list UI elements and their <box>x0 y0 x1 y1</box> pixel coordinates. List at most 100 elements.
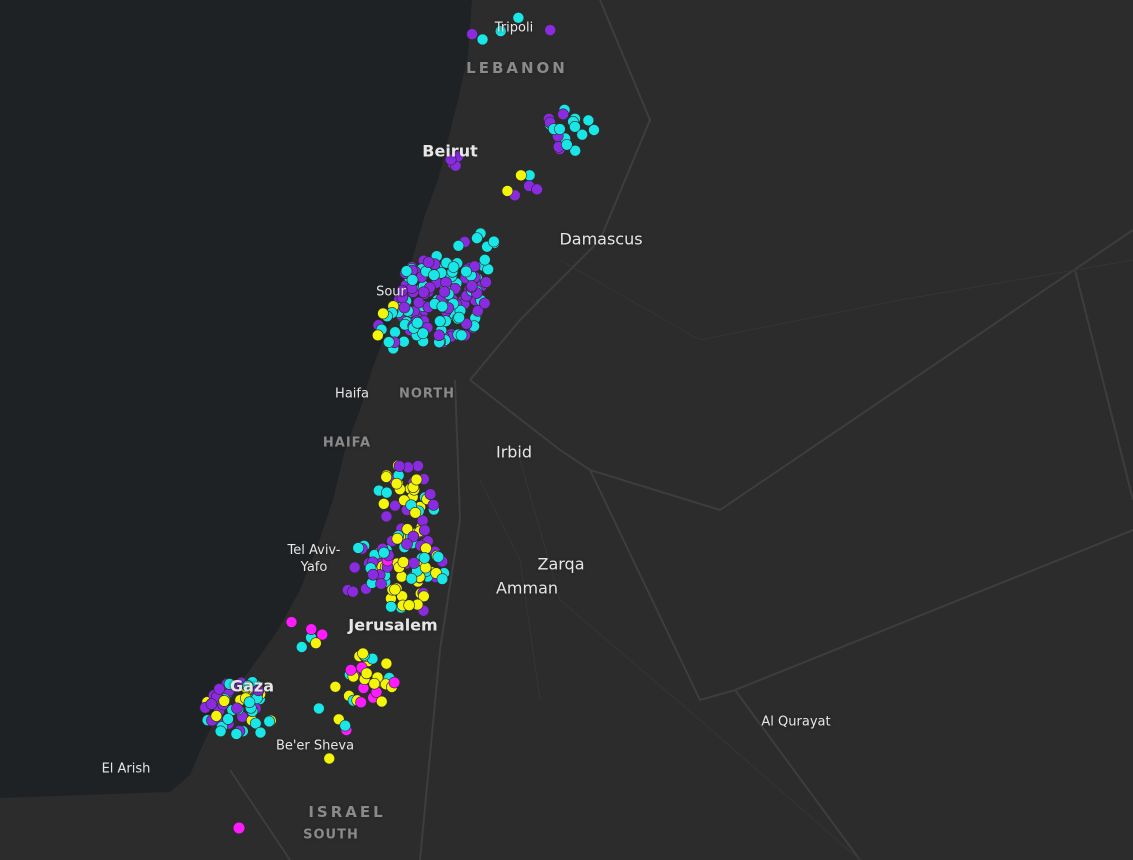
event-dot <box>544 24 557 36</box>
event-dot <box>554 123 566 135</box>
event-dot <box>214 725 227 738</box>
event-dot <box>367 568 379 581</box>
event-dot <box>400 265 413 277</box>
event-dot <box>360 667 373 680</box>
event-dot <box>432 551 445 563</box>
event-dot <box>223 678 236 690</box>
event-dot <box>233 822 245 834</box>
region-label: LEBANON <box>466 59 568 77</box>
event-dot <box>406 274 419 286</box>
event-dot <box>512 12 525 24</box>
place-label: Tel Aviv-Yafo <box>287 543 341 575</box>
event-dot <box>241 680 254 692</box>
place-label: Gaza <box>229 676 275 696</box>
event-dot <box>389 499 401 512</box>
event-dot <box>436 573 449 585</box>
event-dot <box>380 510 393 523</box>
event-dot <box>405 572 418 585</box>
event-dot <box>243 696 256 709</box>
event-dot <box>471 232 483 244</box>
region-label: HAIFA <box>322 435 372 451</box>
event-dot <box>531 183 543 196</box>
event-dot <box>479 254 491 266</box>
event-dot <box>468 260 481 273</box>
event-dot <box>375 695 388 708</box>
event-dot <box>422 256 435 268</box>
place-label: Amman <box>495 578 559 598</box>
event-dot <box>357 647 369 660</box>
event-dot <box>434 315 446 328</box>
event-dot <box>588 124 600 136</box>
event-dot <box>428 269 440 281</box>
event-dot <box>210 710 223 722</box>
event-dot <box>447 261 460 273</box>
event-dot <box>515 169 527 182</box>
event-dot <box>569 144 582 157</box>
event-dot <box>254 726 267 739</box>
event-dot <box>409 507 422 519</box>
event-dot <box>472 305 484 317</box>
event-dot <box>329 680 342 693</box>
event-dot <box>393 460 406 472</box>
event-dot <box>263 715 276 728</box>
event-dot <box>418 590 430 603</box>
event-dot <box>417 327 429 340</box>
event-dot <box>378 546 390 559</box>
region-label: SOUTH <box>303 827 359 843</box>
place-label: Damascus <box>559 229 643 249</box>
event-dot <box>382 336 395 348</box>
place-label: Haifa <box>335 386 369 402</box>
roads <box>479 259 1133 860</box>
region-label: NORTH <box>398 386 456 402</box>
event-dot <box>388 676 401 689</box>
event-dot <box>561 138 573 151</box>
event-dot <box>295 641 308 653</box>
event-dot <box>352 542 365 554</box>
event-dot <box>205 698 218 710</box>
event-dot <box>418 524 431 537</box>
event-dot <box>465 280 478 292</box>
event-dot <box>401 538 413 550</box>
event-dot <box>380 471 393 483</box>
event-dot <box>391 532 404 545</box>
event-dot <box>347 585 359 598</box>
event-dot <box>412 296 425 309</box>
events <box>199 12 600 834</box>
event-dot <box>436 300 449 313</box>
place-label: Tripoli <box>494 20 534 36</box>
event-dot <box>339 719 351 732</box>
event-dot <box>440 276 452 289</box>
place-label: Jerusalem <box>348 615 438 635</box>
event-dot <box>323 752 336 765</box>
event-dot <box>403 599 415 612</box>
event-dot <box>313 702 325 715</box>
event-dot <box>316 628 329 641</box>
event-dot <box>424 488 437 501</box>
event-dot <box>305 623 318 635</box>
event-dot <box>407 530 420 543</box>
event-dot <box>249 717 262 730</box>
event-dot <box>389 583 401 596</box>
event-dot <box>453 311 465 324</box>
sea <box>0 0 472 798</box>
event-dot <box>412 460 424 472</box>
event-dot <box>252 684 265 697</box>
event-dot <box>377 307 389 320</box>
event-dot <box>390 477 403 490</box>
place-label: El Arish <box>101 761 151 777</box>
event-dot <box>218 695 231 707</box>
event-dot <box>418 552 431 564</box>
event-dot <box>444 153 457 166</box>
event-dot <box>389 326 401 339</box>
event-dot <box>230 728 243 740</box>
event-dot <box>410 473 423 486</box>
event-dot <box>460 265 472 278</box>
place-label: Sour <box>376 284 406 300</box>
event-dot <box>310 637 322 650</box>
event-dot <box>380 657 393 670</box>
region-label: ISRAEL <box>308 803 386 821</box>
event-dot <box>411 317 424 329</box>
place-label: Irbid <box>495 442 533 462</box>
